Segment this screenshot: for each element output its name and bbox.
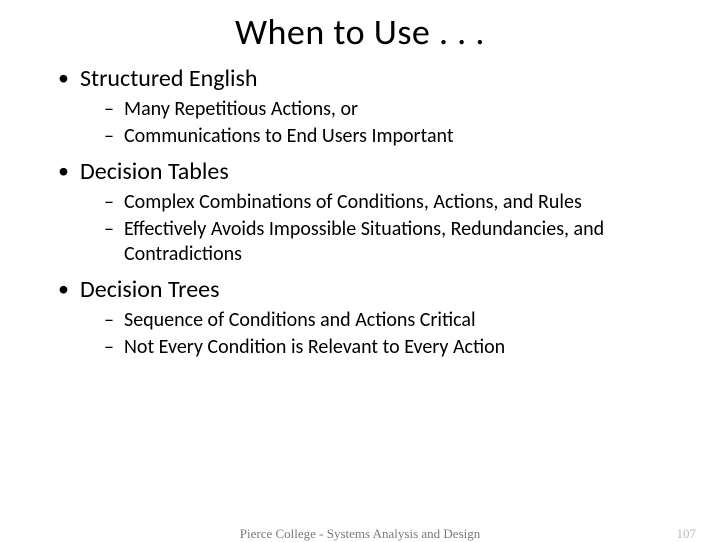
sub-list: Complex Combinations of Conditions, Acti… bbox=[104, 190, 690, 267]
bullet-list: Structured English Many Repetitious Acti… bbox=[58, 64, 690, 360]
sub-list: Many Repetitious Actions, or Communicati… bbox=[104, 97, 690, 149]
sub-item: Effectively Avoids Impossible Situations… bbox=[104, 217, 690, 267]
slide: When to Use . . . Structured English Man… bbox=[0, 0, 720, 360]
sub-item: Many Repetitious Actions, or bbox=[104, 97, 690, 122]
slide-title: When to Use . . . bbox=[30, 10, 690, 54]
sub-item: Communications to End Users Important bbox=[104, 124, 690, 149]
sub-item: Complex Combinations of Conditions, Acti… bbox=[104, 190, 690, 215]
list-item: Decision Trees Sequence of Conditions an… bbox=[58, 275, 690, 360]
bullet-label: Decision Tables bbox=[80, 157, 229, 186]
list-item: Decision Tables Complex Combinations of … bbox=[58, 157, 690, 267]
bullet-label: Decision Trees bbox=[80, 275, 219, 304]
sub-item: Not Every Condition is Relevant to Every… bbox=[104, 335, 690, 360]
sub-list: Sequence of Conditions and Actions Criti… bbox=[104, 308, 690, 360]
sub-item: Sequence of Conditions and Actions Criti… bbox=[104, 308, 690, 333]
bullet-label: Structured English bbox=[80, 64, 258, 93]
list-item: Structured English Many Repetitious Acti… bbox=[58, 64, 690, 149]
